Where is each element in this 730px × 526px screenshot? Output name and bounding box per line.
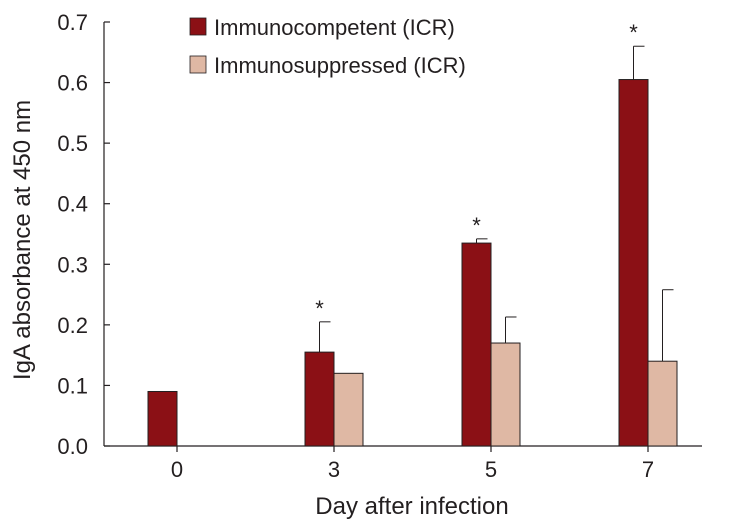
bar-immunosuppressed-day-7 [647,360,678,447]
legend-label: Immunocompetent (ICR) [214,15,455,40]
x-tick-label: 5 [485,457,497,482]
x-tick-label: 3 [328,457,340,482]
y-tick-label: 0.7 [57,10,88,35]
bar-immunocompetent-day-0 [147,390,178,447]
x-tick-label: 7 [642,457,654,482]
legend-swatch [189,55,207,74]
bars [147,79,678,447]
y-tick-label: 0.3 [57,252,88,277]
x-axis-title: Day after infection [315,493,508,520]
significance-star: * [629,20,638,45]
y-tick-label: 0.6 [57,71,88,96]
significance-star: * [315,296,324,321]
legend-label: Immunosuppressed (ICR) [214,53,466,78]
significance-annotations: * * * [315,20,638,321]
y-tick-label: 0.2 [57,313,88,338]
y-axis: 0.0 0.1 0.2 0.3 0.4 0.5 0.6 0.7 [57,10,110,459]
legend: Immunocompetent (ICR) Immunosuppressed (I… [189,15,466,78]
legend-swatch [189,17,207,36]
x-tick-label: 0 [171,457,183,482]
bar-immunosuppressed-day-3 [333,372,364,447]
y-tick-label: 0.1 [57,373,88,398]
bar-immunocompetent-day-5 [461,242,492,447]
error-bars [319,45,674,362]
bar-immunosuppressed-day-5 [490,342,521,447]
bar-immunocompetent-day-7 [618,79,649,447]
y-tick-label: 0.0 [57,434,88,459]
x-axis: 0 3 5 7 [104,445,702,482]
significance-star: * [472,213,481,238]
y-axis-title: IgA absorbance at 450 nm [9,100,36,380]
bar-immunocompetent-day-3 [304,351,335,447]
y-tick-label: 0.4 [57,192,88,217]
y-tick-label: 0.5 [57,131,88,156]
